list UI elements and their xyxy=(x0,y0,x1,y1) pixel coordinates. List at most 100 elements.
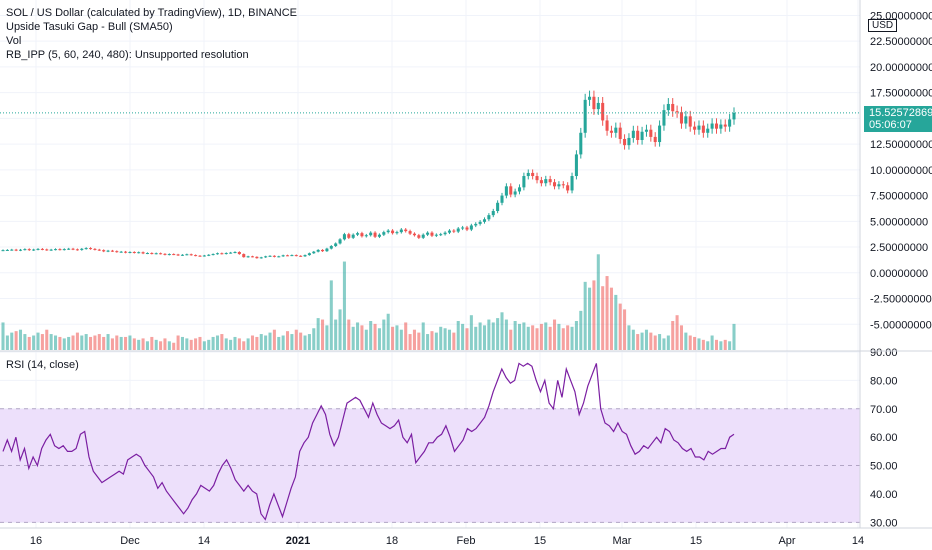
volume-bar xyxy=(316,318,320,350)
candle-body xyxy=(299,255,303,257)
price-tick-label: 7.50000000 xyxy=(870,191,928,203)
volume-bar xyxy=(482,325,487,350)
volume-bar xyxy=(601,286,605,350)
rsi-legend[interactable]: RSI (14, close) xyxy=(6,359,79,371)
candle-body xyxy=(75,249,79,251)
volume-bar xyxy=(40,334,44,350)
time-tick-label: Apr xyxy=(778,535,795,547)
volume-bar xyxy=(658,334,662,350)
volume-bar xyxy=(693,336,697,350)
candle-body xyxy=(255,256,259,259)
rsi-band-fill xyxy=(0,408,860,523)
candle-body xyxy=(421,234,425,238)
volume-bar xyxy=(719,341,723,350)
candle-body xyxy=(285,255,290,257)
candle-body xyxy=(246,256,250,258)
candle-body xyxy=(1,250,5,252)
volume-bar xyxy=(211,336,215,350)
candle-body xyxy=(23,249,27,251)
volume-bar xyxy=(373,323,377,350)
candle-body xyxy=(14,249,18,251)
volume-bar xyxy=(566,325,570,350)
candle-body xyxy=(439,234,443,236)
candle-body xyxy=(268,255,272,257)
volume-bar xyxy=(325,325,329,350)
candle-body xyxy=(80,248,84,250)
volume-bar xyxy=(487,319,491,350)
volume-bar xyxy=(478,322,482,350)
volume-bar xyxy=(710,335,714,350)
volume-bar xyxy=(58,336,62,350)
volume-bar xyxy=(728,341,732,350)
volume-bar xyxy=(89,336,93,350)
volume-bar xyxy=(377,328,381,350)
indicator-tasuki[interactable]: Upside Tasuki Gap - Bull (SMA50) xyxy=(6,21,173,33)
candle-body xyxy=(132,252,136,253)
volume-bar xyxy=(666,335,670,350)
candle-body xyxy=(338,239,342,244)
indicator-rb-ipp[interactable]: RB_IPP (5, 60, 240, 480): Unsupported re… xyxy=(6,49,249,61)
candle-body xyxy=(391,230,395,234)
candle-body xyxy=(688,116,692,127)
candle-body xyxy=(697,125,701,130)
volume-bar xyxy=(592,280,596,350)
volume-bar xyxy=(465,328,469,350)
volume-bar xyxy=(27,336,31,350)
volume-bar xyxy=(145,341,149,350)
volume-bar xyxy=(242,341,246,350)
candle-body xyxy=(443,232,447,235)
rsi-band xyxy=(0,408,860,523)
volume-bar xyxy=(194,338,198,350)
candle-body xyxy=(281,255,285,257)
volume-bar xyxy=(62,338,66,350)
volume-bar xyxy=(229,339,233,350)
volume-bar xyxy=(185,338,189,350)
price-tick-label: -2.50000000 xyxy=(870,294,932,306)
volume-bar xyxy=(32,335,36,350)
volume-bar xyxy=(596,254,600,350)
volume-bar xyxy=(237,338,241,350)
candle-body xyxy=(259,257,263,259)
candle-body xyxy=(329,246,333,249)
volume-bar xyxy=(561,328,565,350)
volume-bar xyxy=(548,326,552,350)
volume-bar xyxy=(535,328,539,350)
volume-bar xyxy=(412,329,416,350)
volume-bar xyxy=(180,336,184,350)
candle-body xyxy=(500,195,504,203)
volume-bar xyxy=(517,323,522,350)
candle-body xyxy=(220,253,224,255)
candle-body xyxy=(487,215,491,220)
volume-bar xyxy=(154,339,158,350)
volume-bar xyxy=(723,339,727,350)
candle-body xyxy=(202,255,206,257)
currency-badge[interactable]: USD xyxy=(868,19,898,32)
candle-body xyxy=(636,130,640,140)
volume-bar xyxy=(614,294,618,350)
candle-body xyxy=(382,232,386,235)
symbol-title[interactable]: SOL / US Dollar (calculated by TradingVi… xyxy=(6,7,298,19)
volume-bar xyxy=(684,332,688,350)
volume-bar xyxy=(395,325,399,350)
candle-body xyxy=(71,248,75,250)
indicator-volume[interactable]: Vol xyxy=(6,35,22,47)
candle-body xyxy=(119,251,123,253)
candle-body xyxy=(535,176,539,181)
volume-bar xyxy=(369,321,373,350)
candle-body xyxy=(504,186,508,196)
volume-bar xyxy=(172,342,176,350)
volume-bar xyxy=(259,334,263,350)
candle-body xyxy=(356,233,360,235)
volume-bar xyxy=(509,329,513,350)
volume-bar xyxy=(246,338,250,350)
candle-body xyxy=(478,221,482,224)
volume-bar xyxy=(605,276,609,350)
volume-bar xyxy=(285,331,290,350)
price-tick-label: 5.00000000 xyxy=(870,216,928,228)
candle-body xyxy=(474,223,478,226)
volume-bar xyxy=(347,319,351,350)
volume-bar xyxy=(132,338,136,350)
volume-bar xyxy=(159,341,163,350)
candle-body xyxy=(307,253,311,256)
